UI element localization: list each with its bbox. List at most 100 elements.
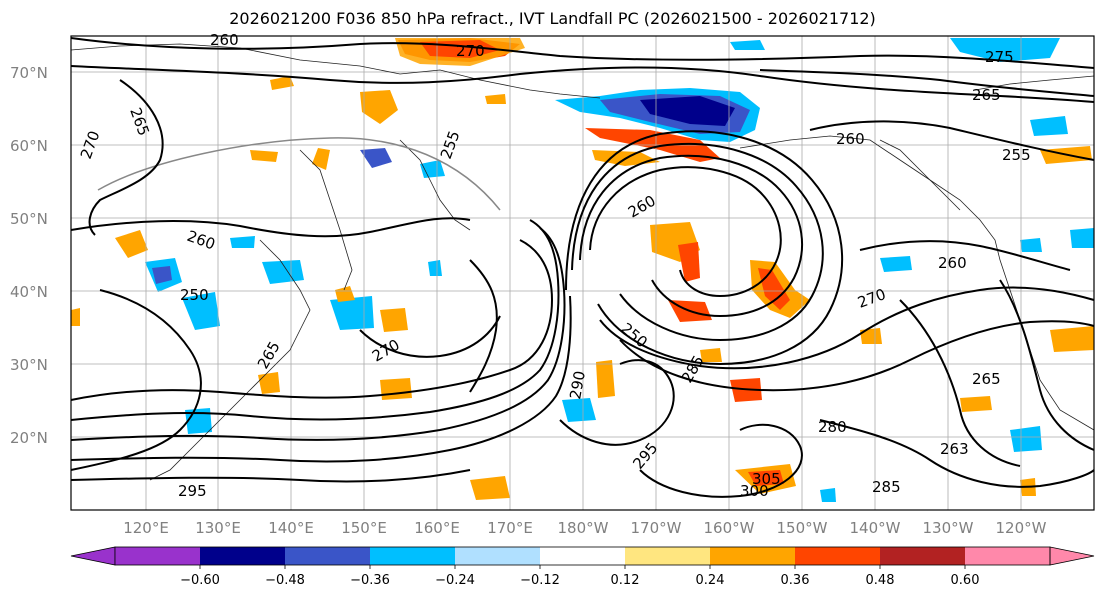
colorbar-tick-label: 0.48 xyxy=(866,573,895,588)
lon-label: 170°E xyxy=(487,519,533,537)
contour-label: 260 xyxy=(210,31,239,49)
lon-label: 130°W xyxy=(923,519,974,537)
lon-label: 150°W xyxy=(777,519,828,537)
contour-label: 305 xyxy=(752,470,781,488)
fill-patch xyxy=(258,372,280,394)
colorbar-segment xyxy=(540,547,626,565)
contour-label-layer: 260 270 265 265 270 260 255 260 260 250 … xyxy=(77,31,1031,500)
fill-patch xyxy=(428,260,442,276)
fill-patch xyxy=(1010,426,1042,452)
lon-label: 150°E xyxy=(341,519,387,537)
lat-label: 20°N xyxy=(10,429,48,447)
lon-label: 120°E xyxy=(123,519,169,537)
fill-patch xyxy=(640,96,735,126)
fill-patch xyxy=(182,292,220,330)
colorbar-tick-label: 0.12 xyxy=(611,573,640,588)
map-panel xyxy=(71,36,1094,510)
contour-label: 265 xyxy=(972,370,1001,388)
colorbar-tick-label: 0.36 xyxy=(781,573,810,588)
contour-label: 263 xyxy=(940,440,969,458)
fill-patch xyxy=(380,308,408,332)
fill-patch xyxy=(562,398,596,422)
coastlines xyxy=(70,43,1095,481)
colorbar-tick-label: 0.24 xyxy=(696,573,725,588)
colorbar-segment xyxy=(965,547,1051,565)
fill-patch xyxy=(485,94,506,104)
lat-label: 50°N xyxy=(10,210,48,228)
map-frame xyxy=(70,35,1095,511)
lon-label: 180°W xyxy=(558,519,609,537)
lon-label: 160°E xyxy=(414,519,460,537)
fill-patch xyxy=(115,230,148,258)
colorbar-tick-label: 0.60 xyxy=(951,573,980,588)
fill-patch xyxy=(880,256,912,272)
fill-patch xyxy=(960,396,992,412)
fill-patch xyxy=(262,260,304,284)
fill-patch xyxy=(250,150,278,162)
colorbar-segment xyxy=(285,547,371,565)
fill-patch xyxy=(335,286,355,302)
lon-label: 140°E xyxy=(268,519,314,537)
colorbar-segment xyxy=(115,547,201,565)
fill-patch xyxy=(470,476,510,500)
fill-patch xyxy=(950,38,1060,62)
fill-patch xyxy=(360,148,392,168)
fill-patch xyxy=(420,160,445,178)
fill-patch xyxy=(596,360,615,398)
lon-label: 140°W xyxy=(850,519,901,537)
colorbar-segment xyxy=(710,547,796,565)
lat-label: 70°N xyxy=(10,64,48,82)
colorbar-tick-label: −0.60 xyxy=(180,573,220,588)
contour-label: 285 xyxy=(872,478,901,496)
lat-axis: 70°N 60°N 50°N 40°N 30°N 20°N xyxy=(10,64,48,447)
colorbar-segment xyxy=(625,547,711,565)
fill-patch xyxy=(152,266,172,284)
lon-axis: 120°E 130°E 140°E 150°E 160°E 170°E 180°… xyxy=(123,519,1046,537)
fill-patch xyxy=(1050,326,1094,352)
contour-label: 260 xyxy=(836,130,865,148)
lat-label: 40°N xyxy=(10,283,48,301)
contour-label: 290 xyxy=(566,369,589,400)
lat-label: 30°N xyxy=(10,356,48,374)
contours xyxy=(70,37,1095,498)
colorbar-segment xyxy=(795,547,881,565)
contour-label: 270 xyxy=(456,42,485,60)
fill-patch xyxy=(360,90,398,124)
fill-patch xyxy=(860,328,882,344)
contour-label: 275 xyxy=(985,48,1014,66)
map-title: 2026021200 F036 850 hPa refract., IVT La… xyxy=(229,9,876,28)
fill-patch xyxy=(678,242,700,282)
colorbar-extend-low xyxy=(70,546,116,566)
fill-patch xyxy=(330,296,374,330)
fill-patch xyxy=(71,308,80,326)
contour-label: 250 xyxy=(180,286,209,304)
colorbar-extend-high xyxy=(1049,546,1095,566)
fill-patch xyxy=(230,236,255,248)
fill-patch xyxy=(820,488,836,502)
fill-patch xyxy=(1020,238,1042,252)
fill-patch xyxy=(270,76,294,90)
fill-patch xyxy=(700,348,722,362)
fill-patch xyxy=(730,40,765,50)
lon-label: 160°W xyxy=(704,519,755,537)
fill-patch xyxy=(1070,228,1094,248)
lon-label: 130°E xyxy=(195,519,241,537)
contour-label: 260 xyxy=(938,254,967,272)
contour-label: 280 xyxy=(818,418,847,436)
contour-label: 255 xyxy=(1002,146,1031,164)
colorbar: −0.60 −0.48 −0.36 −0.24 −0.12 0.12 0.24 0.36 0.4… xyxy=(70,546,1095,588)
colorbar-segment xyxy=(880,547,966,565)
contour-label: 265 xyxy=(972,86,1001,104)
colorbar-segment xyxy=(200,547,286,565)
fill-patch xyxy=(380,378,412,400)
colorbar-tick-label: −0.48 xyxy=(265,573,305,588)
lon-label: 120°W xyxy=(996,519,1047,537)
lat-label: 60°N xyxy=(10,137,48,155)
colorbar-outline xyxy=(114,546,1051,566)
fill-patch xyxy=(1030,116,1068,136)
colorbar-tick-label: −0.36 xyxy=(350,573,390,588)
colorbar-segment xyxy=(370,547,456,565)
colorbar-tick-label: −0.24 xyxy=(435,573,475,588)
fill-patch xyxy=(312,148,330,170)
